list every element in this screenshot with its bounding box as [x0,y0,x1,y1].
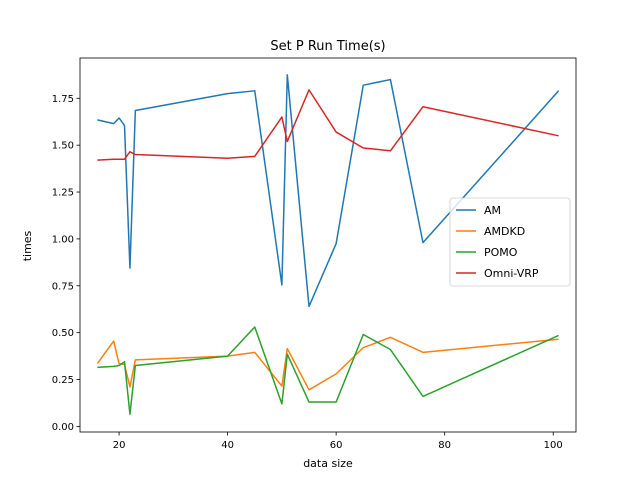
legend: AM AMDKD POMO Omni-VRP [449,197,571,287]
chart-title: Set P Run Time(s) [270,39,385,54]
plot-area: 20 40 60 80 100 0.00 0.25 0.50 0.75 1.00 1.25 1.50 1… [52,57,577,451]
y-tick-label: 0.00 [52,422,74,433]
y-tick-label: 1.75 [52,94,74,105]
legend-entry: AM [484,204,501,217]
series-line-omni-vrp [97,89,559,161]
x-axis-label: data size [303,457,353,470]
y-tick-label: 0.25 [52,375,74,386]
x-tick-label: 20 [113,440,126,451]
legend-entry: POMO [484,246,518,259]
x-tick-label: 80 [438,440,451,451]
legend-box [449,197,571,287]
series-line-am [97,74,560,308]
x-tick-label: 100 [544,440,563,451]
y-tick-label: 1.00 [52,234,74,245]
y-tick-label: 1.25 [52,188,74,199]
y-tick-label: 0.75 [52,281,74,292]
y-axis-label: times [21,230,34,261]
legend-entry: Omni-VRP [484,267,539,280]
axes-frame [79,57,577,433]
series-line-pomo [97,326,559,415]
y-tick-label: 0.50 [52,328,74,339]
x-tick-label: 60 [330,440,343,451]
legend-entry: AMDKD [484,225,525,238]
x-tick-label: 40 [221,440,234,451]
y-tick-label: 1.50 [52,141,74,152]
